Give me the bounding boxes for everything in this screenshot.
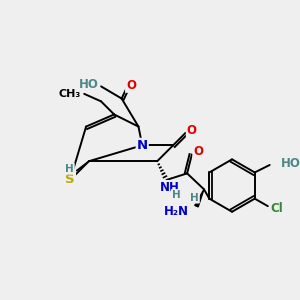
- Text: H: H: [65, 164, 74, 174]
- Text: H: H: [172, 190, 180, 200]
- Text: N: N: [137, 139, 148, 152]
- Polygon shape: [195, 189, 204, 207]
- Text: O: O: [187, 124, 197, 137]
- Text: O: O: [193, 146, 203, 158]
- Text: NH: NH: [160, 181, 180, 194]
- Text: O: O: [126, 79, 136, 92]
- Text: H₂N: H₂N: [164, 205, 189, 218]
- Text: HO: HO: [79, 78, 99, 91]
- Text: S: S: [65, 173, 75, 186]
- Text: Cl: Cl: [271, 202, 284, 214]
- Text: HO: HO: [281, 157, 300, 169]
- Text: H: H: [190, 193, 199, 203]
- Text: CH₃: CH₃: [58, 89, 80, 99]
